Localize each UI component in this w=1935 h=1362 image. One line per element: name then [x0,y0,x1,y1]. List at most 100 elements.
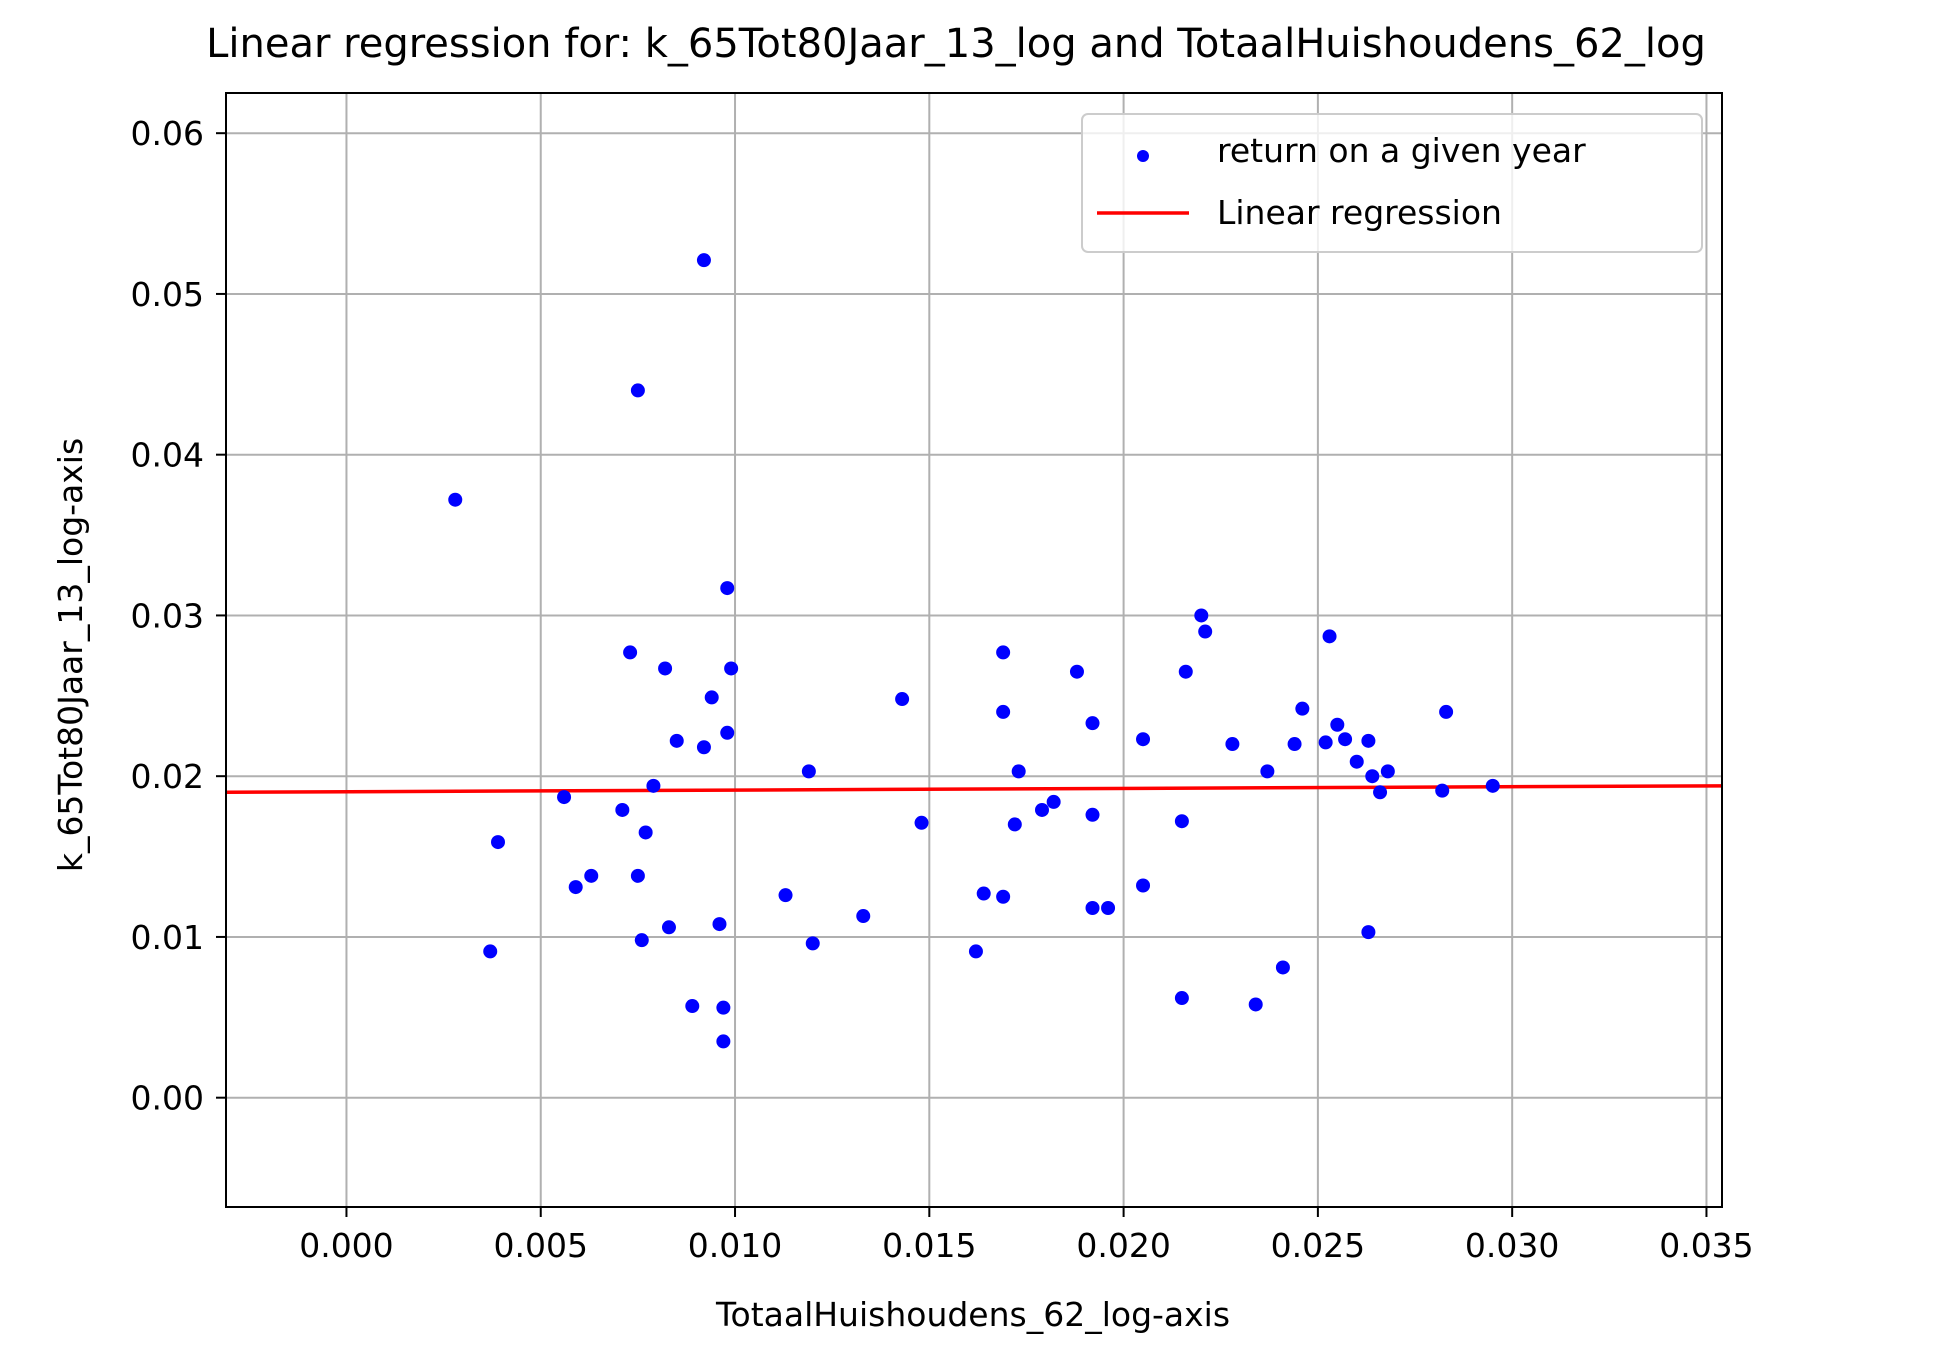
data-point [1174,991,1189,1006]
data-point [716,1034,731,1049]
data-point [805,936,820,951]
data-point [1085,901,1100,916]
data-point [1435,783,1450,798]
data-point [1178,664,1193,679]
data-point [1322,629,1337,644]
legend-marker-scatter [1137,150,1149,162]
data-point [895,692,910,707]
data-point [1287,737,1302,752]
data-point [1174,814,1189,829]
grid-lines [226,93,1722,1207]
data-point [634,933,649,948]
data-point [1046,794,1061,809]
data-point [661,920,676,935]
data-point [696,253,711,268]
data-point [696,740,711,755]
data-point [1365,769,1380,784]
data-point [1330,717,1345,732]
data-point [914,815,929,830]
data-point [1136,732,1151,747]
legend-label-line: Linear regression [1217,193,1502,232]
data-point [716,1000,731,1015]
data-point [801,764,816,779]
data-point [720,725,735,740]
legend: return on a given year Linear regression [1081,113,1703,253]
data-point [1011,764,1026,779]
regression-line [225,784,1723,795]
y-tick-label: 0.05 [131,275,204,314]
data-point [996,645,1011,660]
data-point [1069,664,1084,679]
data-point [778,888,793,903]
x-tick-label: 0.005 [494,1226,588,1265]
data-point [1194,608,1209,623]
y-tick-label: 0.03 [131,596,204,635]
data-point [996,889,1011,904]
x-tick-label: 0.025 [1271,1226,1365,1265]
y-tick-label: 0.04 [131,436,204,475]
data-point [1380,764,1395,779]
x-tick-label: 0.030 [1465,1226,1559,1265]
data-point [1361,925,1376,940]
data-point [1349,754,1364,769]
data-point [638,825,653,840]
data-point [448,492,463,507]
legend-label-scatter: return on a given year [1217,131,1586,170]
data-point [712,917,727,932]
data-point [1361,733,1376,748]
y-tick-label: 0.01 [131,918,204,957]
plot-frame [225,92,1723,1208]
data-point [669,733,684,748]
data-point [1260,764,1275,779]
plot-area [226,93,1722,1207]
data-point [704,690,719,705]
data-point [685,999,700,1014]
data-point [1318,735,1333,750]
data-point [1373,785,1388,800]
chart-title: Linear regression for: k_65Tot80Jaar_13_… [206,21,1706,67]
y-tick-label: 0.06 [131,114,204,153]
data-point [646,778,661,793]
scatter-points [448,253,1500,1049]
data-point [996,704,1011,719]
data-point [630,383,645,398]
data-point [1085,807,1100,822]
x-tick-label: 0.020 [1076,1226,1170,1265]
data-point [968,944,983,959]
data-point [976,886,991,901]
data-point [630,868,645,883]
data-point [623,645,638,660]
data-point [1136,878,1151,893]
data-point [1085,716,1100,731]
x-axis-ticks: 0.000 0.005 0.010 0.015 0.020 0.025 0.030 0.035 [299,1207,1754,1265]
data-point [1485,778,1500,793]
data-point [1101,901,1116,916]
data-point [1248,997,1263,1012]
legend-box [1081,113,1703,253]
data-point [658,661,673,676]
x-tick-label: 0.035 [1659,1226,1753,1265]
y-axis-label: k_65Tot80Jaar_13_log-axis [51,438,90,872]
data-point [1295,701,1310,716]
data-point [724,661,739,676]
x-tick-label: 0.010 [688,1226,782,1265]
y-tick-label: 0.00 [131,1079,204,1118]
data-point [615,802,630,817]
data-point [856,909,871,924]
data-point [1198,624,1213,639]
data-point [1035,802,1049,817]
regression-layer [225,784,1723,795]
data-point [1225,737,1240,752]
data-point [483,944,498,959]
data-point [720,581,735,596]
data-point [1275,960,1290,975]
data-point [568,880,583,895]
data-point [1007,817,1022,832]
data-point [491,835,505,850]
x-tick-label: 0.000 [299,1226,393,1265]
data-point [1338,732,1353,747]
data-point [1439,704,1454,719]
x-tick-label: 0.015 [882,1226,976,1265]
y-tick-label: 0.02 [131,757,204,796]
